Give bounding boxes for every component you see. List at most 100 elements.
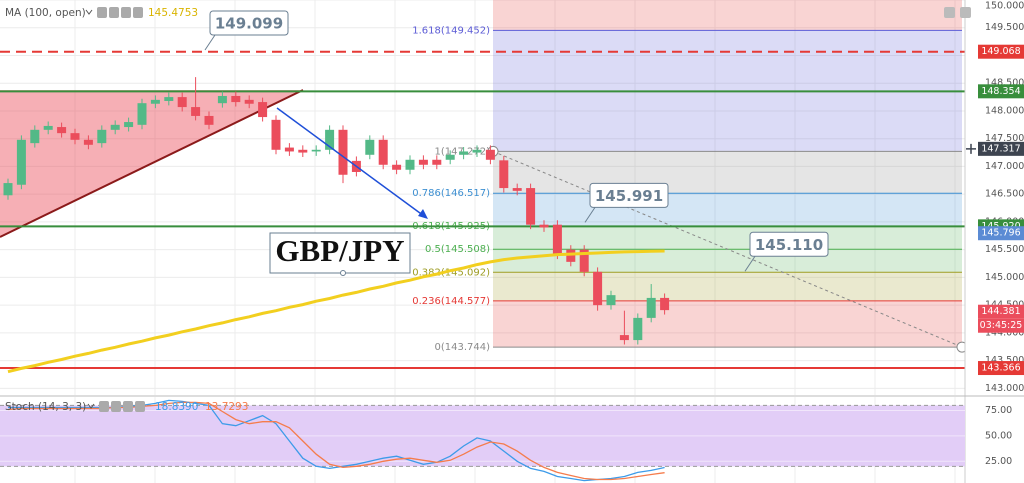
stoch-pane: 25.00 50.00 75.00 xyxy=(0,395,1024,483)
candle-body xyxy=(365,139,375,155)
candle-body xyxy=(258,102,268,118)
fib-label: 0(143.744) xyxy=(434,342,490,353)
price-tag xyxy=(978,84,1024,99)
settings-icon[interactable] xyxy=(109,7,119,18)
y-tick-label: 145.500 xyxy=(985,244,1024,255)
y-tick-label: 148.500 xyxy=(985,78,1024,89)
copy-icon[interactable] xyxy=(123,401,133,412)
candle-body xyxy=(137,103,147,125)
y-tick-label: 50.00 xyxy=(985,430,1012,441)
settings-icon[interactable] xyxy=(960,7,971,18)
candle-body xyxy=(150,99,160,104)
candle-body xyxy=(177,97,187,108)
price-tag xyxy=(978,141,1024,156)
candle-body xyxy=(244,99,254,104)
candle-body xyxy=(646,297,656,318)
price-tag-label: 148.354 xyxy=(981,86,1020,97)
candle-body xyxy=(472,149,482,153)
y-tick-label: 144.000 xyxy=(985,327,1024,338)
fib-zone xyxy=(493,249,962,273)
candle-body xyxy=(43,125,53,130)
triangle-edge xyxy=(0,89,304,238)
settings-icon[interactable] xyxy=(111,401,121,412)
candle-body xyxy=(298,149,308,153)
dropdown-icon[interactable] xyxy=(85,9,93,15)
callout-box xyxy=(749,231,829,257)
price-tag-label: 143.366 xyxy=(981,363,1020,374)
candle-body xyxy=(311,149,321,152)
price-tag-label: 144.381 xyxy=(981,306,1020,317)
candle-body xyxy=(593,271,603,306)
candle-body xyxy=(499,160,509,189)
candle-body xyxy=(124,122,134,128)
candle-body xyxy=(405,159,415,170)
candle-body xyxy=(566,249,576,262)
collapse-icon[interactable] xyxy=(944,7,955,18)
callout-label: 145.991 xyxy=(595,187,663,205)
candle-body xyxy=(418,159,428,165)
eye-icon[interactable] xyxy=(99,401,109,412)
y-tick-label: 146.500 xyxy=(985,189,1024,200)
y-tick-label: 147.500 xyxy=(985,133,1024,144)
candle-body xyxy=(378,139,388,165)
fib-zone-top xyxy=(493,0,962,31)
y-tick-label: 25.00 xyxy=(985,456,1012,467)
trend-arrow xyxy=(276,107,425,217)
candle-body xyxy=(83,139,93,145)
candle-body xyxy=(539,224,549,228)
symbol-anchor xyxy=(340,270,346,276)
candle-body xyxy=(633,317,643,341)
copy-icon[interactable] xyxy=(121,7,131,18)
y-tick-label: 143.500 xyxy=(985,355,1024,366)
y-tick-label: 149.500 xyxy=(985,22,1024,33)
fib-trend-line xyxy=(492,150,963,348)
ma-legend: MA (100, open) xyxy=(5,7,86,19)
candle-body xyxy=(325,129,335,150)
fib-zone xyxy=(493,226,962,250)
price-tag-label: 147.317 xyxy=(981,143,1020,154)
fib-label: 0.786(146.517) xyxy=(412,188,490,199)
close-icon[interactable] xyxy=(133,7,143,18)
candle-body xyxy=(217,95,227,104)
candle-body xyxy=(204,115,214,125)
candle-body xyxy=(459,151,469,155)
candle-body xyxy=(485,149,495,160)
dropdown-icon[interactable] xyxy=(87,403,95,409)
callout-label: 149.099 xyxy=(215,14,283,32)
candle-body xyxy=(231,95,241,103)
fib-label: 0.236(144.577) xyxy=(412,296,490,307)
candle-body xyxy=(97,129,107,144)
candle-body xyxy=(3,183,13,196)
y-tick-label: 75.00 xyxy=(985,405,1012,416)
y-tick-label: 150.000 xyxy=(985,1,1024,12)
close-icon[interactable] xyxy=(135,401,145,412)
candle-body xyxy=(619,335,629,341)
stoch-k-value: 18.8390 xyxy=(155,401,198,413)
candle-body xyxy=(445,154,455,160)
price-tag xyxy=(978,304,1024,319)
fib-label: 1.618(149.452) xyxy=(412,25,490,36)
price-tag xyxy=(978,361,1024,376)
crosshair-icon xyxy=(966,143,976,154)
candle-body xyxy=(271,119,281,150)
y-tick-label: 147.000 xyxy=(985,161,1024,172)
price-tag xyxy=(978,44,1024,59)
stoch-d-value: 13.7293 xyxy=(205,401,248,413)
countdown-tag xyxy=(978,318,1024,333)
callout-pointer xyxy=(744,256,756,272)
fib-zone xyxy=(493,272,962,301)
candle-body xyxy=(392,164,402,170)
candle-body xyxy=(432,159,442,165)
y-tick-label: 148.000 xyxy=(985,105,1024,116)
callout-label: 145.110 xyxy=(755,236,823,254)
candle-body xyxy=(284,147,294,152)
countdown-label: 03:45:25 xyxy=(980,320,1023,331)
fib-label: 0.382(145.092) xyxy=(412,267,490,278)
ma-value: 145.4753 xyxy=(148,7,198,19)
candle-body xyxy=(660,297,670,311)
eye-icon[interactable] xyxy=(97,7,107,18)
callout-box xyxy=(209,10,289,36)
candle-body xyxy=(70,133,80,140)
symbol-label: GBP/JPY xyxy=(275,233,404,268)
